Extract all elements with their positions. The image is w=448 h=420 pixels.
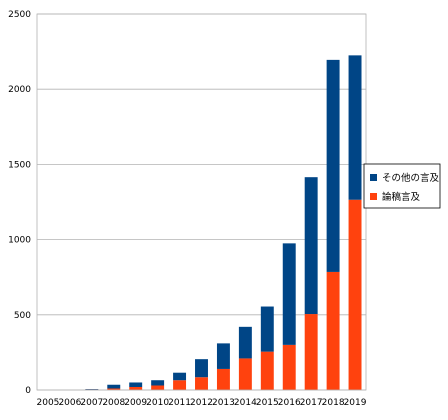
x-tick-label: 2007	[80, 398, 103, 408]
y-tick-labels: 0 500 1000 1500 2000 2500	[8, 10, 31, 396]
bar-other-mentions-2014	[239, 327, 252, 359]
x-tick-label: 2008	[102, 398, 125, 408]
bar-other-mentions-2013	[217, 343, 230, 369]
bar-other-mentions-2008	[107, 385, 120, 389]
x-tick-label: 2018	[322, 398, 345, 408]
legend-swatch-other-mentions	[370, 174, 377, 181]
y-tick-label: 1000	[8, 236, 31, 246]
y-tick-label: 1500	[8, 160, 31, 170]
x-tick-label: 2017	[300, 398, 323, 408]
x-tick-label: 2005	[37, 398, 60, 408]
x-tick-label: 2012	[190, 398, 213, 408]
y-tick-label: 0	[25, 386, 31, 396]
bar-other-mentions-2012	[195, 359, 208, 377]
legend-label-paper-mentions: 論稿言及	[382, 191, 421, 203]
y-tick-label: 2000	[8, 85, 31, 95]
bar-paper-mentions-2010	[151, 385, 164, 390]
bar-paper-mentions-2015	[261, 352, 274, 390]
x-tick-label: 2019	[344, 398, 367, 408]
x-tick-label: 2006	[58, 398, 81, 408]
bar-other-mentions-2010	[151, 380, 164, 385]
y-tick-label: 2500	[8, 10, 31, 20]
bar-paper-mentions-2012	[195, 377, 208, 390]
bar-paper-mentions-2018	[327, 272, 340, 390]
y-tick-label: 500	[14, 311, 31, 321]
bar-other-mentions-2011	[173, 373, 186, 381]
bar-paper-mentions-2013	[217, 369, 230, 390]
x-tick-label: 2016	[278, 398, 301, 408]
bar-paper-mentions-2009	[129, 387, 142, 390]
bar-other-mentions-2018	[327, 60, 340, 272]
legend-swatch-paper-mentions	[370, 193, 377, 200]
bar-other-mentions-2009	[129, 382, 142, 387]
bar-paper-mentions-2016	[283, 345, 296, 390]
bars	[85, 55, 361, 390]
bar-paper-mentions-2014	[239, 358, 252, 390]
legend: その他の言及 論稿言及	[364, 164, 440, 208]
x-tick-label: 2013	[212, 398, 235, 408]
bar-other-mentions-2016	[283, 243, 296, 345]
x-tick-label: 2014	[234, 398, 257, 408]
x-tick-label: 2010	[146, 398, 169, 408]
bar-other-mentions-2015	[261, 307, 274, 352]
bar-paper-mentions-2011	[173, 380, 186, 390]
bar-other-mentions-2017	[305, 177, 318, 314]
x-tick-label: 2009	[124, 398, 147, 408]
bar-other-mentions-2019	[349, 55, 362, 199]
legend-label-other-mentions: その他の言及	[382, 172, 440, 184]
bar-paper-mentions-2019	[349, 200, 362, 390]
x-tick-label: 2015	[256, 398, 279, 408]
bar-paper-mentions-2017	[305, 314, 318, 390]
x-tick-label: 2011	[168, 398, 191, 408]
